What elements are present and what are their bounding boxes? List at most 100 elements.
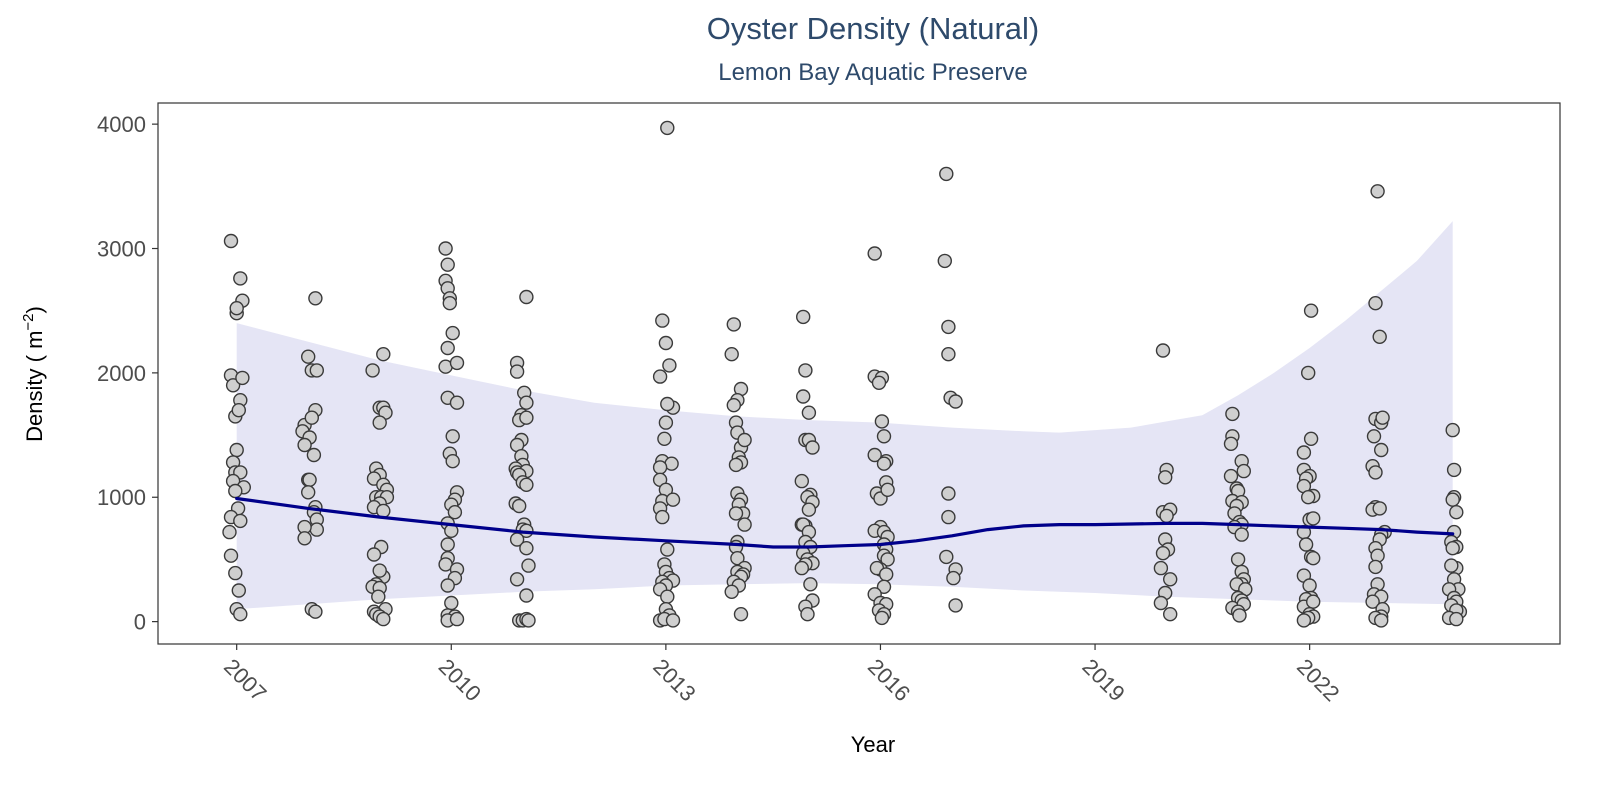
- x-tick-label: 2010: [434, 654, 486, 706]
- data-point: [1375, 410, 1390, 425]
- data-point: [235, 370, 250, 386]
- data-point: [1305, 551, 1321, 566]
- data-point: [724, 347, 739, 362]
- data-point: [1303, 303, 1319, 318]
- data-point: [372, 415, 387, 430]
- data-point: [512, 498, 527, 514]
- data-point: [440, 578, 455, 593]
- chart-subtitle: Lemon Bay Aquatic Preserve: [718, 59, 1028, 86]
- data-point: [941, 509, 956, 525]
- plot-panel-border: [157, 102, 1561, 645]
- data-point: [737, 517, 752, 532]
- y-axis-title-close: ): [22, 306, 47, 313]
- data-point: [1370, 184, 1385, 199]
- scatter-points-layer: [222, 120, 1468, 628]
- data-point: [376, 611, 391, 627]
- data-point: [1232, 608, 1247, 623]
- data-point: [231, 403, 247, 418]
- data-point: [445, 454, 460, 469]
- data-point: [1302, 578, 1317, 593]
- data-point: [297, 437, 312, 453]
- data-point: [946, 570, 961, 586]
- data-point: [366, 547, 382, 562]
- data-point: [876, 429, 892, 444]
- data-point: [1159, 508, 1174, 524]
- data-point: [1155, 343, 1171, 358]
- x-axis-title: Year: [851, 732, 895, 757]
- data-point: [874, 414, 890, 429]
- data-point: [1223, 436, 1239, 451]
- data-point: [438, 241, 453, 256]
- chart-title: Oyster Density (Natural): [707, 11, 1039, 46]
- data-point: [1162, 607, 1178, 622]
- data-point: [1298, 537, 1314, 552]
- data-point: [297, 531, 312, 546]
- data-point: [728, 457, 744, 473]
- data-point: [652, 460, 668, 475]
- data-point: [1368, 296, 1383, 311]
- x-tick-label: 2013: [648, 654, 700, 706]
- data-point: [939, 166, 954, 182]
- data-point: [880, 482, 895, 497]
- data-point: [660, 120, 675, 136]
- data-point: [1296, 613, 1312, 628]
- data-point: [225, 378, 241, 393]
- data-point: [805, 440, 820, 455]
- data-point: [306, 447, 322, 463]
- data-point: [1365, 594, 1380, 609]
- data-point: [371, 589, 386, 604]
- data-point: [301, 349, 316, 364]
- data-point: [726, 317, 741, 332]
- y-axis-title-main: Density ( m: [22, 331, 47, 442]
- data-point: [1296, 445, 1312, 460]
- data-point: [948, 598, 963, 613]
- data-point: [1236, 463, 1252, 479]
- x-tick-label: 2022: [1292, 654, 1344, 706]
- data-point: [948, 394, 963, 409]
- data-point: [1303, 431, 1319, 446]
- data-point: [800, 607, 815, 622]
- data-point: [445, 325, 460, 341]
- x-tick-label: 2019: [1078, 654, 1130, 706]
- data-point: [655, 313, 670, 328]
- y-axis-title: Density ( m−2): [20, 306, 47, 442]
- data-point: [1445, 541, 1460, 556]
- data-point: [876, 456, 892, 471]
- trend-line: [235, 496, 1455, 549]
- data-point: [876, 579, 892, 594]
- data-point: [233, 271, 248, 286]
- data-point: [521, 613, 536, 628]
- data-point: [1155, 546, 1171, 561]
- data-point: [519, 395, 534, 410]
- data-point: [519, 289, 534, 305]
- data-point: [1366, 429, 1382, 444]
- data-point: [879, 567, 894, 582]
- data-point: [941, 486, 956, 501]
- data-point: [660, 589, 675, 604]
- data-point: [365, 363, 380, 378]
- data-point: [871, 375, 887, 390]
- data-point: [1305, 511, 1321, 526]
- data-point: [728, 506, 744, 521]
- data-point: [519, 477, 534, 492]
- data-point: [1372, 501, 1387, 516]
- data-point: [880, 552, 895, 567]
- data-point: [874, 610, 890, 626]
- data-point: [440, 537, 455, 552]
- data-point: [519, 541, 534, 556]
- data-point: [662, 358, 677, 373]
- data-point: [1300, 365, 1316, 381]
- y-tick-label: 2000: [97, 361, 146, 386]
- data-point: [794, 473, 809, 489]
- data-point: [665, 613, 681, 628]
- data-point: [724, 584, 739, 599]
- data-point: [801, 405, 817, 420]
- x-tick-label: 2016: [863, 654, 915, 706]
- data-point: [1445, 492, 1460, 507]
- data-point: [302, 472, 317, 487]
- data-point: [867, 447, 882, 463]
- data-point: [308, 604, 323, 619]
- data-point: [228, 565, 243, 581]
- data-point: [798, 363, 813, 378]
- data-point: [509, 572, 525, 587]
